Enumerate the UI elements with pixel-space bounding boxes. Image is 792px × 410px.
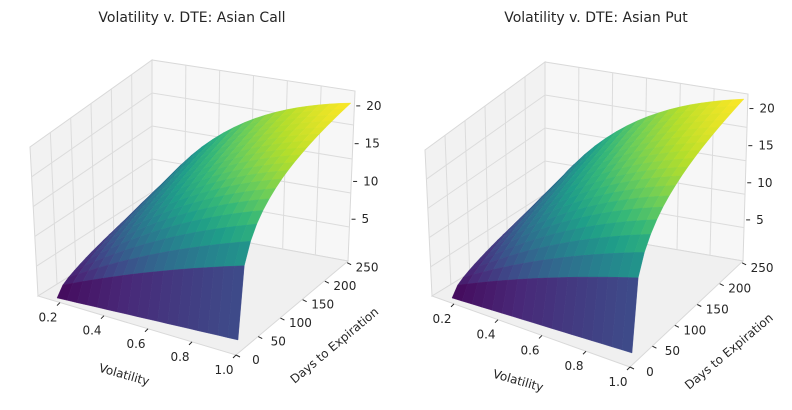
grid-line — [444, 135, 452, 285]
surface-patch — [227, 265, 245, 341]
y-tick-mark — [697, 304, 702, 307]
x-tick-mark — [582, 350, 587, 355]
grid-line — [70, 117, 77, 273]
chart-title: Volatility v. DTE: Asian Put — [504, 10, 688, 26]
y-tick-label: 150 — [706, 303, 729, 317]
y-tick-mark — [324, 280, 330, 284]
x-tick-label: 0.2 — [432, 312, 451, 326]
z-tick-label: 20 — [759, 102, 774, 116]
x-tick-mark — [56, 302, 61, 306]
z-tick-label: 5 — [756, 213, 764, 227]
y-tick-mark — [629, 366, 635, 370]
grid-line — [90, 103, 96, 261]
grid-line — [464, 120, 471, 274]
x-tick-mark — [538, 335, 543, 339]
y-tick-label: 250 — [751, 261, 774, 275]
grid-line — [504, 91, 508, 251]
x-tick-mark — [232, 354, 237, 359]
y-tick-mark — [346, 262, 352, 266]
y-tick-label: 200 — [728, 282, 751, 296]
x-tick-mark — [494, 319, 499, 324]
x-tick-label: 0.8 — [564, 359, 583, 373]
y-tick-label: 50 — [271, 335, 286, 349]
z-tick-label: 10 — [757, 176, 772, 190]
x-tick-mark — [144, 328, 149, 333]
x-tick-label: 0.6 — [126, 337, 145, 351]
y-tick-label: 200 — [333, 279, 356, 293]
y-tick-label: 100 — [289, 316, 312, 330]
grid-line — [49, 132, 58, 285]
x-tick-label: 1.0 — [214, 363, 233, 377]
x-tick-mark — [100, 315, 105, 320]
x-tick-label: 0.4 — [82, 324, 101, 338]
y-tick-mark — [280, 317, 285, 321]
y-tick-mark — [741, 262, 747, 266]
x-axis-label: Volatility — [97, 361, 151, 389]
y-tick-label: 250 — [356, 261, 379, 275]
asian-put-chart: Volatility v. DTE: Asian Put 0.2 0.4 0.6 0.8… — [424, 10, 776, 395]
x-tick-label: 0.6 — [520, 343, 539, 357]
grid-line — [428, 160, 746, 239]
grid-line — [484, 105, 489, 262]
x-tick-mark — [188, 341, 193, 346]
z-tick-label: 10 — [363, 174, 378, 188]
y-tick-label: 0 — [646, 365, 654, 379]
z-tick-label: 15 — [758, 139, 773, 153]
z-tick-label: 20 — [366, 99, 381, 113]
x-tick-label: 0.4 — [476, 328, 495, 342]
grid-line — [131, 74, 134, 237]
x-axis-label: Volatility — [491, 367, 545, 395]
y-tick-mark — [719, 283, 724, 287]
x-tick-mark — [450, 303, 455, 308]
surface-patch — [621, 277, 639, 354]
x-tick-label: 1.0 — [608, 375, 627, 389]
asian-call-chart: Volatility v. DTE: Asian Call 0.2 0.4 0.6 0.… — [29, 10, 382, 389]
y-tick-label: 0 — [252, 353, 260, 367]
z-tick-label: 5 — [362, 212, 370, 226]
y-tick-label: 50 — [665, 344, 680, 358]
grid-line — [524, 76, 527, 239]
y-tick-mark — [674, 324, 680, 328]
y-tick-label: 100 — [683, 323, 706, 337]
y-tick-mark — [235, 354, 241, 358]
x-tick-label: 0.2 — [38, 311, 57, 325]
grid-line — [36, 191, 350, 267]
grid-line — [34, 158, 351, 237]
x-tick-label: 0.8 — [170, 350, 189, 364]
chart-title: Volatility v. DTE: Asian Call — [98, 10, 285, 26]
grid-line — [110, 88, 115, 249]
y-tick-mark — [652, 345, 657, 349]
y-tick-label: 150 — [311, 298, 334, 312]
x-tick-mark — [626, 366, 631, 371]
z-tick-label: 15 — [365, 137, 380, 151]
y-tick-mark — [257, 336, 263, 339]
y-tick-mark — [302, 299, 307, 303]
